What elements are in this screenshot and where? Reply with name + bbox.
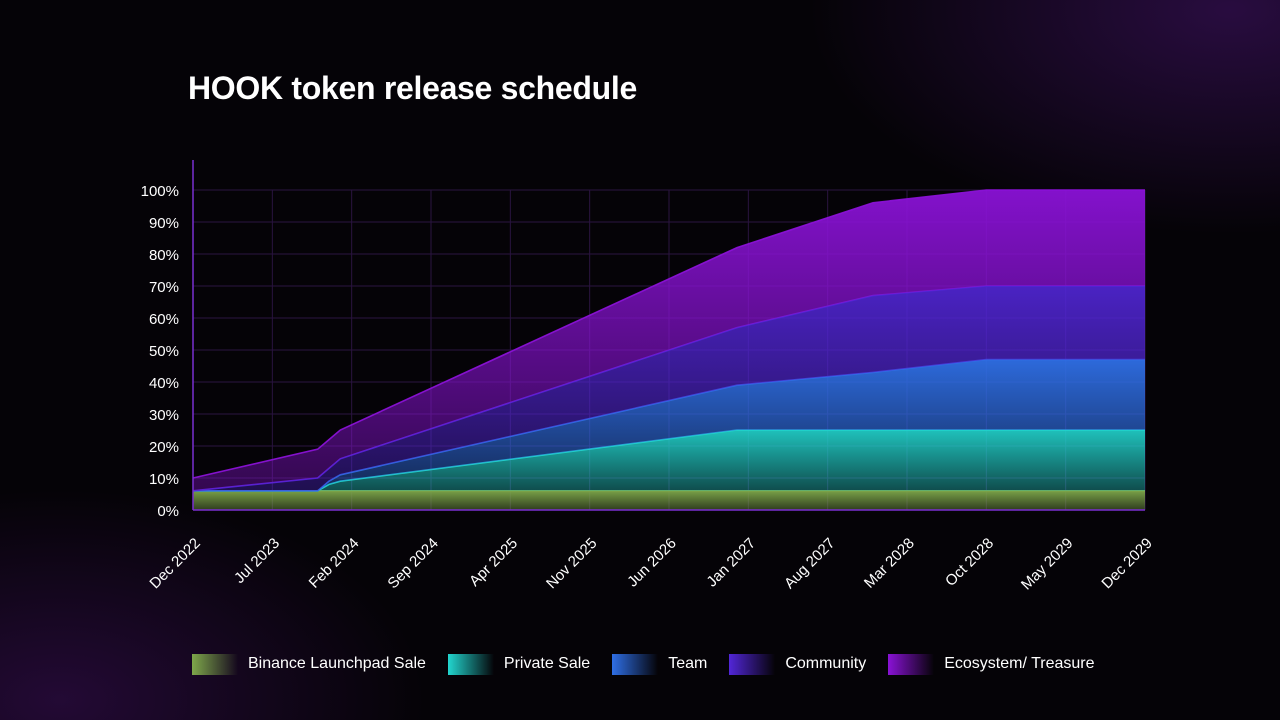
area-team: [193, 359, 1145, 491]
x-tick-label: Dec 2022: [146, 535, 203, 592]
area-ecosystem-treasure: [193, 190, 1145, 491]
x-tick-label: Aug 2027: [781, 535, 838, 592]
legend: Binance Launchpad Sale Private Sale Team Co…: [192, 652, 1152, 676]
legend-swatch: [888, 653, 935, 675]
legend-label: Private Sale: [503, 655, 591, 672]
area-binance-launchpad-sale: [193, 490, 1145, 510]
x-tick-label: Mar 2028: [861, 535, 918, 592]
x-tick-label: Jan 2027: [703, 535, 759, 591]
x-tick-label: Sep 2024: [384, 535, 441, 592]
release-schedule-chart: 0% 10% 20% 30% 40% 50% 60% 70% 80% 90% 100% Dec 20…: [141, 160, 1156, 594]
area-community: [193, 286, 1145, 491]
legend-item-community: Community: [729, 653, 867, 675]
legend-item-team: Team: [612, 653, 708, 675]
legend-label: Binance Launchpad Sale: [248, 655, 426, 672]
y-tick-label: 30%: [149, 407, 179, 424]
y-tick-label: 10%: [149, 471, 179, 488]
y-tick-label: 80%: [149, 247, 179, 264]
y-tick-label: 20%: [149, 439, 179, 456]
x-tick-labels: Dec 2022 Jul 2023 Feb 2024 Sep 2024 Apr 2025…: [146, 535, 1155, 594]
y-tick-label: 100%: [141, 183, 179, 200]
y-tick-label: 0%: [157, 503, 179, 520]
y-tick-label: 60%: [149, 311, 179, 328]
legend-item-private-sale: Private Sale: [447, 653, 591, 675]
legend-item-binance-launchpad-sale: Binance Launchpad Sale: [192, 653, 426, 675]
line-ecosystem-treasure: [192, 189, 1145, 479]
chart-title: HOOK token release schedule: [188, 70, 637, 106]
y-tick-label: 50%: [149, 343, 179, 360]
area-private-sale: [193, 430, 1145, 491]
y-tick-label: 90%: [149, 215, 179, 232]
x-tick-label: May 2029: [1018, 535, 1077, 594]
legend-swatch: [729, 653, 776, 675]
x-tick-label: Nov 2025: [543, 535, 600, 592]
y-tick-label: 40%: [149, 375, 179, 392]
x-tick-label: Jun 2026: [624, 535, 680, 591]
x-tick-label: Apr 2025: [466, 535, 521, 590]
x-tick-label: Feb 2024: [306, 535, 363, 592]
legend-label: Team: [668, 655, 708, 672]
legend-label: Ecosystem/ Treasure: [944, 655, 1095, 672]
x-tick-label: Jul 2023: [231, 535, 283, 587]
y-tick-label: 70%: [149, 279, 179, 296]
x-tick-label: Dec 2029: [1098, 535, 1155, 592]
legend-item-ecosystem-treasure: Ecosystem/ Treasure: [888, 653, 1095, 675]
legend-label: Community: [785, 655, 867, 672]
legend-swatch: [447, 653, 494, 675]
legend-swatch: [612, 653, 659, 675]
axes: [192, 160, 1145, 511]
areas: [192, 189, 1145, 510]
line-team: [193, 358, 1145, 492]
y-tick-labels: 0% 10% 20% 30% 40% 50% 60% 70% 80% 90% 100%: [141, 183, 179, 520]
x-tick-label: Oct 2028: [942, 535, 997, 590]
legend-swatch: [192, 653, 238, 675]
